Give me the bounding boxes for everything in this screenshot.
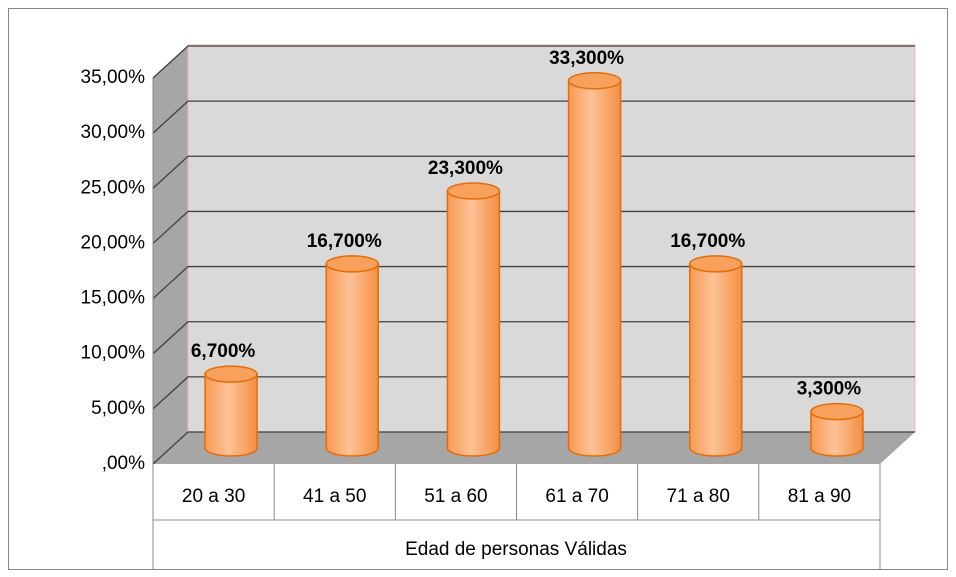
bar-top (446, 182, 501, 200)
grid-line (152, 45, 915, 79)
grid-line (152, 321, 915, 355)
bar (810, 402, 864, 457)
bar-body (325, 263, 379, 457)
back-wall (187, 44, 916, 433)
grid-line (152, 155, 915, 189)
value-label: 3,300% (797, 379, 862, 400)
grid-line (152, 265, 915, 300)
x-tick-label: 81 a 90 (788, 486, 851, 507)
bar (446, 182, 501, 457)
value-label: 33,300% (549, 48, 624, 69)
y-tick-label: 30,00% (81, 122, 146, 143)
x-axis-title: Edad de personas Válidas (405, 539, 627, 560)
y-tick-label: ,00% (102, 453, 145, 474)
x-tick-label: 20 a 30 (182, 486, 245, 507)
y-tick-label: 5,00% (91, 398, 145, 419)
bar-body (204, 373, 258, 457)
y-tick-label: 25,00% (81, 177, 146, 198)
bar (567, 71, 622, 457)
bar-body (567, 79, 622, 457)
value-label: 23,300% (428, 158, 503, 179)
y-tick-label: 15,00% (81, 288, 146, 309)
floor (153, 432, 915, 464)
bar-top (810, 402, 864, 421)
bar-top (689, 255, 743, 273)
value-label: 16,700% (307, 231, 382, 252)
bar-top (325, 255, 379, 273)
grid-line (152, 431, 915, 465)
bar-body (689, 263, 743, 457)
x-tick-label: 61 a 70 (545, 486, 608, 507)
bar-top (204, 365, 258, 383)
bar-top (567, 71, 622, 90)
y-tick-label: 10,00% (81, 343, 146, 364)
bar (204, 365, 258, 457)
bar (689, 255, 743, 457)
y-tick-label: 35,00% (81, 67, 146, 88)
grid-line (152, 376, 915, 410)
grid-line (152, 210, 915, 244)
x-tick-label: 51 a 60 (424, 486, 487, 507)
y-tick-label: 20,00% (81, 232, 146, 253)
value-label: 16,700% (670, 231, 745, 252)
side-wall (153, 45, 188, 464)
x-tick-label: 41 a 50 (303, 486, 366, 507)
bar (325, 255, 379, 457)
bar-body (446, 190, 501, 457)
bar-body (810, 410, 864, 457)
x-tick-label: 71 a 80 (667, 486, 730, 507)
grid-line (152, 100, 915, 134)
value-label: 6,700% (191, 341, 256, 362)
